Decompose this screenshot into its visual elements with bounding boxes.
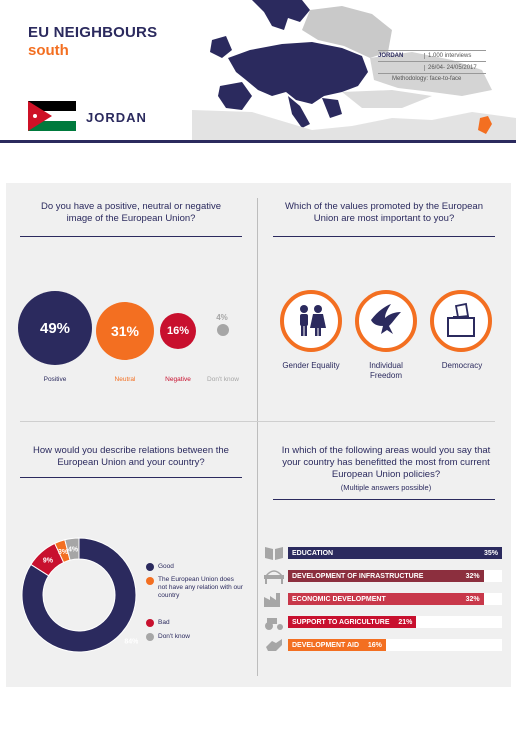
legend-good: Good [158, 563, 174, 570]
page-title: EU NEIGHBOURS [28, 24, 158, 41]
factory-icon [264, 593, 280, 607]
row-divider [20, 421, 495, 422]
bar-education: EDUCATION 35% [288, 547, 502, 559]
donut-slice-good [21, 537, 137, 653]
image-question: Do you have a positive, neutral or negat… [40, 201, 222, 224]
value-label-democracy: Democracy [441, 361, 483, 370]
legend-swatch-no-relation [146, 577, 154, 585]
value-label-individual-freedom: Individual Freedom [369, 361, 403, 380]
jordan-flag [28, 101, 76, 131]
survey-info: JORDAN 1.000 interviews 26/04- 24/05/201… [378, 50, 486, 82]
neutral-bubble: 31% [96, 302, 154, 360]
bar-support-to-agriculture: SUPPORT TO AGRICULTURE 21% [288, 616, 417, 628]
image-question-rule [20, 236, 242, 237]
donut-slice-don-t-know [64, 537, 80, 561]
tractor-icon [265, 618, 283, 630]
value-label-gender-equality: Gender Equality [282, 361, 340, 370]
header: EU NEIGHBOURS south JORDAN 1.000 intervi… [0, 0, 516, 142]
positive-label: Positive [43, 376, 67, 383]
values-question-rule [273, 236, 495, 237]
legend-swatch-bad [146, 619, 154, 627]
bar-category-label: ECONOMIC DEVELOPMENT [292, 595, 386, 603]
bar-value-label: 32% [465, 595, 480, 603]
donut-label: 3% [58, 549, 69, 556]
values-question: Which of the values promoted by the Euro… [284, 201, 484, 224]
negative-label: Negative [165, 376, 191, 383]
info-methodology: Methodology: face-to-face [392, 76, 462, 82]
negative-bubble: 16% [160, 313, 196, 349]
info-country: JORDAN [378, 53, 404, 59]
page-subtitle: south [28, 42, 69, 59]
bar-category-label: DEVELOPMENT AID [292, 641, 360, 649]
bar-economic-development: ECONOMIC DEVELOPMENT 32% [288, 593, 484, 605]
bar-development-aid: DEVELOPMENT AID 16% [288, 639, 386, 651]
bridge-icon [264, 570, 284, 584]
book-icon [265, 547, 283, 560]
bar-value-label: 21% [398, 618, 413, 626]
neutral-label: Neutral [114, 376, 136, 383]
benefit-question: In which of the following areas would yo… [281, 445, 491, 480]
neutral-value: 31% [110, 323, 140, 339]
relations-donut-chart: 84% 9% 3% 4% [21, 537, 138, 653]
legend-bad: Bad [158, 619, 170, 626]
relations-question: How would you describe relations between… [33, 445, 229, 468]
relations-question-rule [20, 477, 242, 478]
column-divider [257, 198, 258, 676]
legend-swatch-dont-know [146, 633, 154, 641]
info-dates: 26/04- 24/05/2017 [424, 64, 486, 71]
bar-category-label: SUPPORT TO AGRICULTURE [292, 618, 390, 626]
europe-map [192, 0, 516, 140]
gender-equality-icon [280, 290, 342, 352]
positive-value: 49% [39, 319, 71, 337]
country-name: JORDAN [86, 110, 147, 125]
dont-know-bubble [217, 324, 229, 336]
bar-value-label: 16% [367, 641, 382, 649]
dont-know-value: 4% [216, 313, 228, 322]
donut-label: 9% [43, 558, 54, 565]
positive-bubble: 49% [18, 291, 92, 365]
donut-label: 4% [68, 546, 79, 553]
negative-value: 16% [166, 325, 190, 337]
header-rule [0, 140, 516, 143]
info-interviews: 1.000 interviews [424, 53, 486, 59]
bar-value-label: 35% [483, 549, 498, 557]
legend-dont-know: Don't know [158, 633, 190, 640]
dont-know-label: Don't know [207, 376, 239, 383]
legend-swatch-good [146, 563, 154, 571]
benefit-question-note: (Multiple answers possible) [340, 483, 432, 492]
hands-icon [266, 639, 282, 651]
ballot-box-icon [430, 290, 492, 352]
bar-value-label: 32% [465, 572, 480, 580]
bar-category-label: DEVELOPMENT OF INFRASTRUCTURE [292, 572, 424, 580]
bar-category-label: EDUCATION [292, 549, 334, 557]
legend-no-relation: The European Union does not have any rel… [158, 576, 243, 599]
donut-label: 84% [124, 639, 138, 646]
benefit-question-rule [273, 499, 495, 500]
bar-development-of-infrastructure: DEVELOPMENT OF INFRASTRUCTURE 32% [288, 570, 484, 582]
dove-icon [355, 290, 417, 352]
